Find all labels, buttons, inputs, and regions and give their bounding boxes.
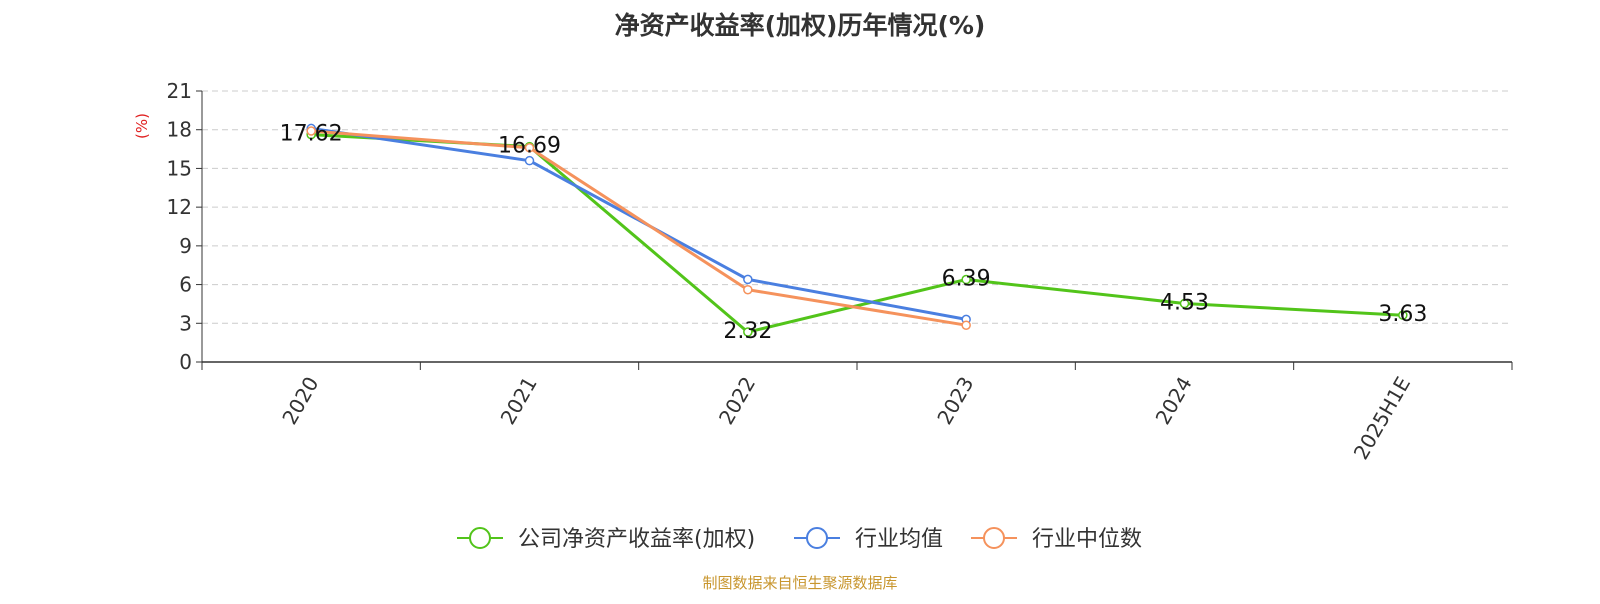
data-label: 6.39 [942,267,991,292]
grid-layer [202,90,1512,324]
x-tick-label: 2024 [1151,373,1197,429]
series-line [310,126,967,321]
y-tick-label: 12 [167,195,192,219]
data-label: 16.69 [498,134,561,159]
data-label-layer: 17.62 16.69 2.32 6.39 4.53 3.63 [280,122,1428,344]
legend-marker [806,527,828,549]
data-point [306,126,316,136]
series-layer [306,123,1408,337]
x-tick-label: 2025H1E [1349,373,1415,464]
data-label: 4.53 [1160,291,1209,316]
y-tick-label: 9 [179,234,192,258]
x-tick-label: 2023 [932,373,978,429]
source-note: 制图数据来自恒生聚源数据库 [702,574,897,592]
data-point [743,327,753,337]
legend-marker [469,527,491,549]
y-tick-label: 21 [167,79,192,103]
data-point [961,320,971,330]
data-point [743,274,753,285]
y-tick-label: 6 [179,273,192,297]
legend-label: 公司净资产收益率(加权) [518,527,755,552]
data-point [524,155,535,166]
x-tick-label: 2021 [496,373,542,429]
data-label: 17.62 [280,122,343,147]
data-point [743,284,753,295]
legend: 公司净资产收益率(加权) 行业均值 行业中位数 [457,527,1142,552]
data-label: 2.32 [723,319,772,344]
y-tick-label: 3 [179,311,192,335]
data-point [1398,310,1408,320]
legend-marker [983,527,1005,549]
data-point [961,274,971,285]
y-tick-label: 0 [179,350,192,374]
legend-label: 行业中位数 [1032,527,1142,552]
y-tick-label: 15 [167,156,192,180]
x-tick-label: 2022 [714,373,760,429]
series-line [311,129,967,327]
legend-label: 行业均值 [855,527,943,552]
data-point [1179,298,1190,309]
series-line [311,133,1403,334]
y-axis-label: (%) [133,113,151,139]
x-tick-label: 2020 [277,373,323,429]
y-tick-label: 18 [167,118,192,142]
data-point [524,143,535,153]
data-label: 3.63 [1378,302,1427,327]
chart-title: 净资产收益率(加权)历年情况(%) [615,11,986,40]
